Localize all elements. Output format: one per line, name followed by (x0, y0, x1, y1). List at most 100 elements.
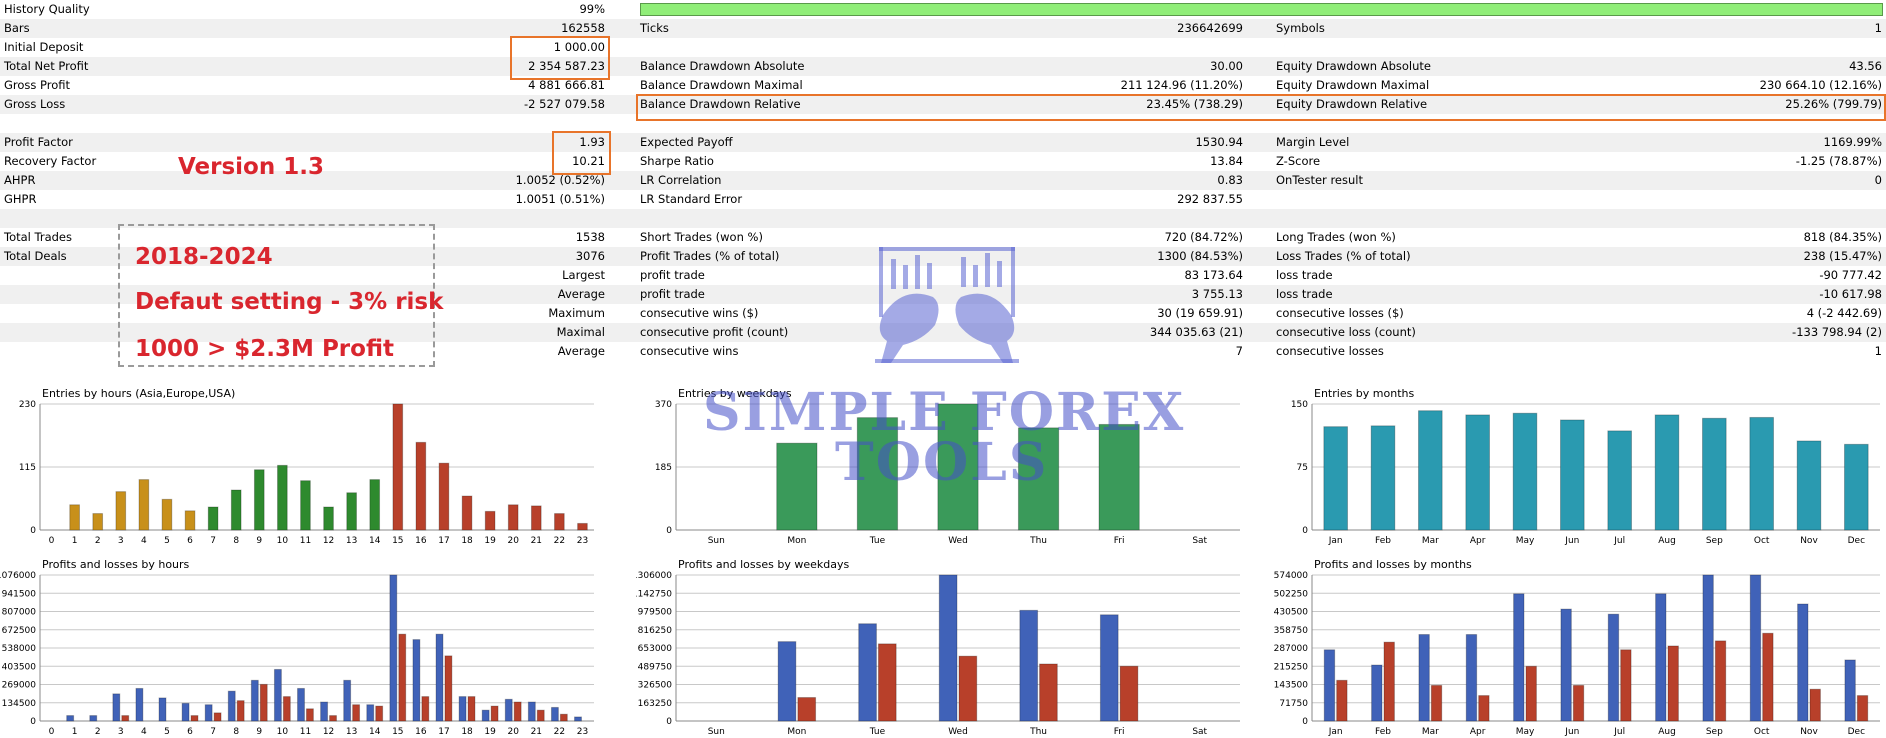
bar-loss (797, 697, 817, 722)
stat-c3v: 230 664.10 (12.16%) (1759, 78, 1882, 92)
highlight-relative-drawdown (636, 94, 1886, 121)
x-tick-label: 12 (323, 727, 334, 737)
bar-loss (1667, 645, 1679, 722)
stat-c1v: Maximum (548, 306, 605, 320)
y-tick-label: 358750 (1274, 626, 1309, 636)
bar-profit (366, 704, 375, 722)
bar (1844, 443, 1869, 531)
stat-row: Largest profit trade 83 173.64 loss trade -9… (0, 266, 1886, 285)
stat-c1v: 1.0052 (0.52%) (515, 173, 605, 187)
bar-profit (1560, 608, 1572, 722)
stat-c1l: Initial Deposit (4, 40, 84, 54)
x-tick-label: 18 (461, 727, 473, 737)
stat-row: Maximal consecutive profit (count) 344 035… (0, 323, 1886, 342)
chart-title: Profits and losses by hours (42, 558, 190, 571)
x-tick-label: 2 (95, 536, 101, 546)
x-tick-label: 17 (438, 727, 449, 737)
stat-c1v: 162558 (561, 21, 605, 35)
x-tick-label: 17 (438, 536, 449, 546)
stat-c2l: Ticks (640, 21, 669, 35)
bar (161, 498, 173, 531)
stat-c3v: 1 (1874, 21, 1882, 35)
bar (1512, 412, 1538, 531)
y-tick-label: 134500 (2, 699, 37, 709)
bar-profit (297, 687, 305, 722)
stat-c2v: 211 124.96 (11.20%) (1120, 78, 1243, 92)
y-tick-label: 269000 (2, 681, 37, 691)
bar-profit (1418, 634, 1430, 722)
stat-c2l: consecutive profit (count) (640, 325, 789, 339)
bar-profit (550, 706, 559, 722)
stat-c2l: Sharpe Ratio (640, 154, 714, 168)
y-tick-label: 1306000 (636, 571, 672, 581)
x-tick-label: Mar (1422, 727, 1439, 737)
bar-profit (1702, 574, 1714, 722)
y-tick-label: 326500 (638, 681, 673, 691)
stat-c2v: 236642699 (1177, 21, 1243, 35)
stat-c1v: Largest (562, 268, 605, 282)
bar-profit (1099, 614, 1119, 722)
stat-c1l: GHPR (4, 192, 37, 206)
stat-c2v: 30.00 (1210, 59, 1243, 73)
x-tick-label: 14 (369, 727, 381, 737)
stat-c1v: 1538 (575, 230, 605, 244)
stat-row: Maximum consecutive wins ($) 30 (19 659.91… (0, 304, 1886, 323)
bar (1749, 416, 1775, 531)
bar-profit (389, 574, 398, 722)
y-tick-label: 230 (19, 400, 36, 410)
x-tick-label: Thu (1029, 727, 1047, 737)
bar-loss (329, 715, 337, 722)
y-tick-label: 143500 (1274, 681, 1309, 691)
bar-profit (458, 696, 467, 722)
highlight-net-profit (510, 36, 610, 80)
x-tick-label: Apr (1470, 727, 1486, 737)
bar-loss (1714, 640, 1727, 722)
stat-c1v: 10.21 (572, 154, 605, 168)
history-quality-value: 99% (579, 2, 605, 16)
y-tick-label: 672500 (2, 626, 37, 636)
stat-c1v: Average (557, 287, 605, 301)
version-label: Version 1.3 (178, 154, 324, 180)
bar-profit (1749, 574, 1762, 722)
stat-c3v: -133 798.94 (2) (1792, 325, 1882, 339)
x-tick-label: Tue (869, 727, 886, 737)
x-tick-label: 5 (164, 536, 170, 546)
x-tick-label: 0 (49, 727, 55, 737)
bar-profit (320, 701, 329, 722)
x-tick-label: 23 (577, 727, 588, 737)
stat-c1v: 3076 (575, 249, 605, 263)
statistics-table: History Quality 99% Bars 162558 Ticks 23664… (0, 2, 1886, 358)
bar (253, 469, 265, 531)
y-tick-label: 502250 (1274, 589, 1309, 599)
bar (577, 522, 588, 531)
x-tick-label: Tue (869, 536, 886, 546)
bar-profit (112, 693, 121, 722)
bar (856, 417, 899, 531)
bar (530, 505, 542, 531)
stat-c2v: 30 (19 659.91) (1157, 306, 1243, 320)
bar (484, 510, 496, 531)
y-tick-label: 489750 (638, 662, 673, 672)
stat-row: AHPR 1.0052 (0.52%) LR Correlation 0.83 OnTe… (0, 171, 1886, 190)
bar (300, 480, 311, 531)
stat-c3v: 818 (84.35%) (1803, 230, 1882, 244)
bar-profit (777, 641, 797, 722)
stat-c3v: 238 (15.47%) (1803, 249, 1882, 263)
chart-pl-hours: Profits and losses by hours 0 134500 26900… (0, 554, 600, 738)
bar-loss (1383, 641, 1395, 722)
stat-c1l: Total Deals (4, 249, 67, 263)
bar-loss (1119, 665, 1139, 722)
y-tick-label: 979500 (638, 608, 673, 618)
stat-c3v: -10 617.98 (1819, 287, 1882, 301)
stat-c2v: 13.84 (1210, 154, 1243, 168)
stat-c2v: 1300 (84.53%) (1157, 249, 1243, 263)
bar-profit (250, 679, 259, 722)
stat-c3v: 1169.99% (1823, 135, 1882, 149)
stat-c3l: loss trade (1276, 287, 1333, 301)
x-tick-label: Dec (1848, 727, 1865, 737)
stat-c1v: -2 527 079.58 (524, 97, 605, 111)
stat-row: GHPR 1.0051 (0.51%) LR Standard Error 292 8… (0, 190, 1886, 209)
chart-title: Profits and losses by months (1314, 558, 1472, 571)
bar (115, 491, 127, 531)
stat-c2l: Balance Drawdown Absolute (640, 59, 805, 73)
